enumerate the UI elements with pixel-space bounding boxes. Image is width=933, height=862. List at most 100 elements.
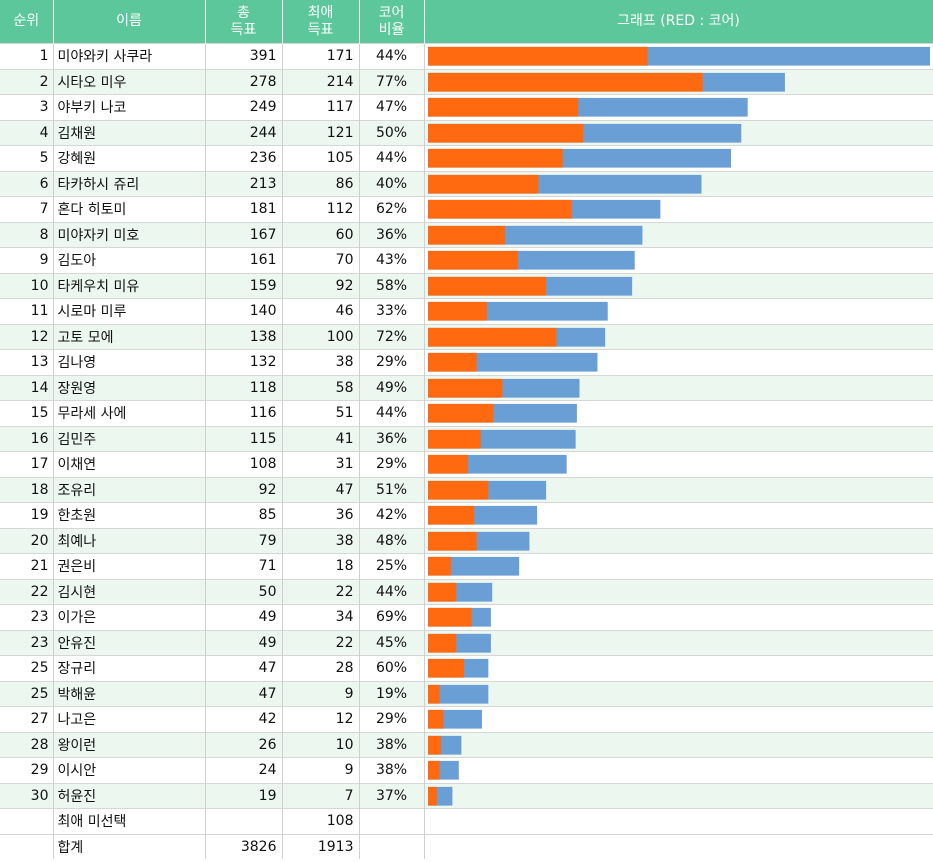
core-ratio-cell: 44% (359, 400, 425, 426)
table-row: 19 한초원 85 36 42% (0, 502, 933, 528)
name-cell: 안유진 (53, 629, 206, 656)
unselected-rank-cell (0, 808, 54, 834)
core-ratio-cell: 36% (359, 221, 425, 248)
core-ratio-cell: 72% (359, 323, 425, 350)
total-votes-cell: 47 (205, 680, 283, 707)
graph-cell (424, 119, 933, 146)
core-ratio-cell: 29% (359, 706, 425, 732)
rank-cell: 14 (0, 374, 54, 401)
header-row: 순위 이름 총 득표 최애 득표 코어 비율 그래프 (RED : 코어) (0, 0, 933, 44)
total-votes-bar (427, 684, 488, 704)
core-votes-bar (427, 403, 493, 423)
name-cell: 시로마 미루 (53, 298, 206, 324)
graph-cell (424, 655, 933, 681)
rank-cell: 9 (0, 247, 54, 273)
rank-cell: 6 (0, 170, 54, 197)
bar-graph (427, 429, 576, 449)
bar-graph (427, 607, 491, 627)
bar-graph (427, 760, 459, 780)
core-votes-bar (427, 454, 468, 474)
core-ratio-cell: 42% (359, 502, 425, 528)
bar-graph (427, 327, 605, 347)
core-votes-bar (427, 582, 456, 602)
sum-core: 1913 (282, 833, 360, 859)
name-cell: 미야와키 사쿠라 (53, 43, 206, 69)
rank-cell: 13 (0, 349, 54, 375)
bar-graph (427, 480, 546, 500)
graph-cell (424, 298, 933, 324)
core-votes-cell: 18 (282, 553, 360, 579)
total-votes-cell: 278 (205, 68, 283, 95)
total-votes-cell: 118 (205, 374, 283, 401)
name-cell: 김시현 (53, 578, 206, 605)
bar-graph (427, 352, 597, 372)
core-votes-bar (427, 97, 578, 117)
core-votes-cell: 12 (282, 706, 360, 732)
sum-label: 합계 (53, 833, 206, 859)
name-cell: 이시안 (53, 757, 206, 783)
core-votes-cell: 9 (282, 757, 360, 783)
graph-cell (424, 476, 933, 503)
table-row: 23 이가은 49 34 69% (0, 604, 933, 630)
name-cell: 이가은 (53, 604, 206, 630)
graph-cell (424, 425, 933, 452)
rank-cell: 5 (0, 145, 54, 171)
core-votes-cell: 38 (282, 349, 360, 375)
core-votes-cell: 31 (282, 451, 360, 477)
name-cell: 고토 모에 (53, 323, 206, 350)
rank-cell: 16 (0, 425, 54, 452)
total-votes-cell: 49 (205, 629, 283, 656)
name-cell: 타카하시 쥬리 (53, 170, 206, 197)
table-row: 30 허윤진 19 7 37% (0, 782, 933, 809)
core-votes-cell: 22 (282, 629, 360, 656)
core-votes-cell: 51 (282, 400, 360, 426)
core-ratio-cell: 19% (359, 680, 425, 707)
header-ratio-line2: 비율 (378, 21, 405, 38)
rank-cell: 7 (0, 196, 54, 222)
name-cell: 왕이런 (53, 731, 206, 758)
name-cell: 박해윤 (53, 680, 206, 707)
graph-cell (424, 272, 933, 299)
header-rank: 순위 (0, 0, 54, 44)
bar-graph (427, 505, 537, 525)
core-votes-bar (427, 684, 440, 704)
rank-cell: 25 (0, 655, 54, 681)
rank-cell: 23 (0, 629, 54, 656)
name-cell: 강혜원 (53, 145, 206, 171)
rank-cell: 2 (0, 68, 54, 95)
bar-graph (427, 174, 701, 194)
graph-cell (424, 782, 933, 809)
sum-total: 3826 (205, 833, 283, 859)
total-votes-cell: 140 (205, 298, 283, 324)
bar-graph (427, 378, 579, 398)
rank-cell: 12 (0, 323, 54, 350)
core-ratio-cell: 48% (359, 527, 425, 554)
core-votes-bar (427, 123, 583, 143)
graph-cell (424, 68, 933, 95)
core-votes-cell: 100 (282, 323, 360, 350)
table-row: 15 무라세 사에 116 51 44% (0, 400, 933, 426)
bar-graph (427, 658, 488, 678)
bar-graph (427, 225, 642, 245)
graph-cell (424, 604, 933, 630)
bar-graph (427, 454, 567, 474)
total-votes-cell: 116 (205, 400, 283, 426)
name-cell: 최예나 (53, 527, 206, 554)
name-cell: 권은비 (53, 553, 206, 579)
core-ratio-cell: 47% (359, 94, 425, 120)
sum-row: 합계 3826 1913 (0, 833, 933, 859)
core-ratio-cell: 43% (359, 247, 425, 273)
core-votes-bar (427, 760, 440, 780)
core-ratio-cell: 29% (359, 451, 425, 477)
table-row: 18 조유리 92 47 51% (0, 476, 933, 503)
core-ratio-cell: 58% (359, 272, 425, 299)
graph-cell (424, 247, 933, 273)
core-votes-cell: 121 (282, 119, 360, 146)
name-cell: 이채연 (53, 451, 206, 477)
header-total: 총 득표 (205, 0, 283, 44)
core-votes-cell: 60 (282, 221, 360, 248)
core-votes-bar (427, 199, 572, 219)
name-cell: 한초원 (53, 502, 206, 528)
table-row: 29 이시안 24 9 38% (0, 757, 933, 783)
bar-graph (427, 46, 930, 66)
